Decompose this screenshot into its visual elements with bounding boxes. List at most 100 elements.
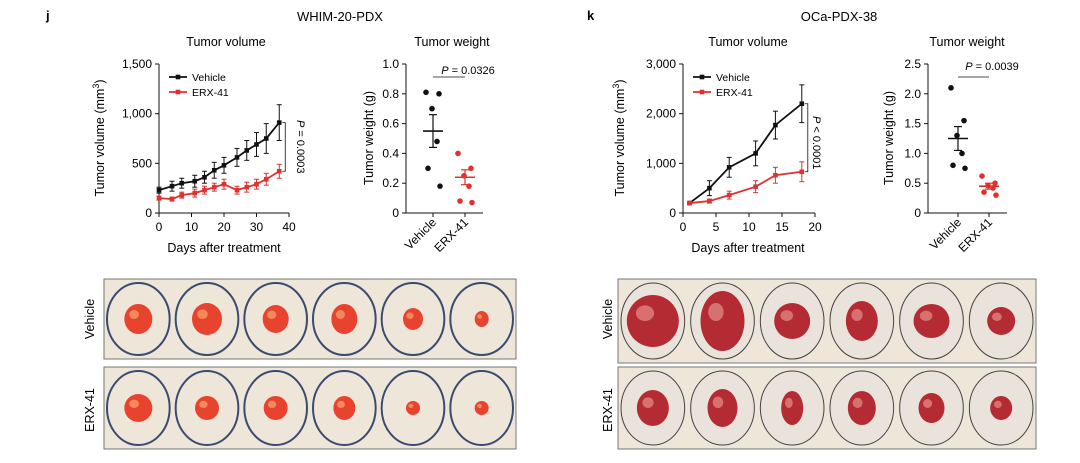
data-point [992, 180, 998, 186]
k-photo-vehicle [617, 278, 1037, 364]
data-point [169, 183, 175, 189]
series-line-vehicle [158, 122, 280, 192]
panel-k-model-title: OCa-PDX-38 [801, 9, 878, 24]
data-point [436, 91, 442, 97]
tumor-specimen [331, 304, 358, 334]
y-tick-label: 3,000 [646, 57, 676, 71]
tumor-specimen [781, 391, 804, 425]
data-point [726, 192, 732, 198]
data-point [707, 198, 712, 204]
data-point [254, 142, 259, 147]
tumor-specimen [124, 304, 153, 334]
tumor-highlight [994, 400, 1002, 408]
x-tick-label: 20 [808, 220, 822, 234]
data-point [221, 163, 227, 168]
data-point [156, 195, 162, 201]
tumor-specimen [124, 394, 153, 422]
tumor-highlight [406, 312, 414, 320]
legend-marker [175, 74, 181, 80]
data-point [962, 165, 968, 172]
tumor-highlight [919, 310, 933, 321]
data-point [773, 172, 778, 178]
significance-bracket [804, 103, 809, 173]
legend-label: ERX-41 [192, 87, 229, 99]
y-tick-label: 0.8 [382, 87, 399, 101]
series-line-erx-41 [689, 170, 802, 204]
data-point [276, 168, 282, 174]
data-point [993, 192, 999, 198]
data-point [425, 165, 431, 172]
tumor-highlight [129, 399, 140, 408]
tumor-highlight [337, 400, 345, 408]
data-point [202, 174, 207, 180]
y-tick-label: 500 [132, 156, 152, 170]
data-point [437, 183, 443, 189]
y-tick-label: 2,000 [646, 107, 676, 121]
legend-marker [699, 74, 705, 80]
tumor-highlight [708, 303, 724, 321]
tumor-highlight [267, 400, 277, 408]
tumor-specimen [192, 303, 222, 335]
y-tick-label: 0 [914, 206, 921, 220]
data-point [169, 196, 175, 202]
data-point [773, 122, 778, 128]
data-point [202, 187, 207, 193]
j-photo-label-vehicle: Vehicle [83, 299, 97, 339]
x-tick-label: 10 [185, 220, 199, 234]
data-point [468, 165, 474, 172]
tumor-specimen [262, 305, 289, 333]
k-weight-ylabel: Tumor weight (g) [882, 91, 896, 185]
data-point [423, 89, 429, 96]
data-point [799, 101, 805, 107]
j-weight-ylabel: Tumor weight (g) [362, 91, 376, 185]
data-point [948, 85, 954, 91]
k-volume-title: Tumor volume [708, 35, 787, 49]
tumor-highlight [635, 305, 655, 322]
y-tick-label: 2.5 [904, 57, 921, 71]
specimen-circle [449, 282, 514, 356]
y-tick-label: 1,000 [646, 156, 676, 170]
data-point [221, 181, 227, 187]
tumor-specimen [918, 393, 945, 423]
j-weight-title: Tumor weight [414, 35, 490, 49]
k-photo-label-erx41: ERX-41 [601, 388, 615, 432]
tumor-specimen [700, 291, 745, 351]
k-volume-ylabel: Tumor volume (mm3) [611, 79, 627, 196]
tumor-specimen [406, 401, 420, 415]
specimen-circle [105, 370, 171, 446]
tumor-highlight [477, 314, 483, 319]
data-point [469, 199, 475, 206]
data-point [211, 167, 217, 173]
tumor-highlight [712, 396, 724, 408]
data-point [234, 155, 240, 160]
j-volume-xlabel: Days after treatment [167, 241, 281, 255]
data-point [234, 187, 240, 193]
specimen-circle [380, 370, 446, 446]
tumor-specimen [626, 295, 679, 347]
y-tick-label: 0 [392, 206, 399, 220]
k-volume-chart: 0 1,000 2,000 3,000 0 5 10 15 20 Vehicle ERX-41 [646, 57, 822, 234]
data-point [457, 198, 463, 204]
tumor-specimen [707, 389, 738, 427]
data-point [687, 200, 692, 206]
data-point [263, 176, 269, 182]
tumor-highlight [408, 403, 414, 408]
tumor-highlight [780, 310, 794, 321]
tumor-specimen [845, 301, 878, 341]
data-point [179, 180, 185, 186]
y-tick-label: 1.0 [904, 146, 921, 160]
data-point [961, 117, 967, 124]
legend-label: Vehicle [716, 72, 750, 84]
tumor-highlight [197, 309, 208, 320]
y-tick-label: 1.5 [904, 117, 921, 131]
data-point [276, 120, 282, 125]
j-weight-p-value: P = 0.0326 [441, 65, 495, 77]
data-point [263, 136, 269, 141]
specimen-circle [174, 370, 240, 446]
tumor-specimen [987, 307, 1016, 335]
data-point [244, 148, 250, 153]
legend-marker [699, 89, 705, 95]
